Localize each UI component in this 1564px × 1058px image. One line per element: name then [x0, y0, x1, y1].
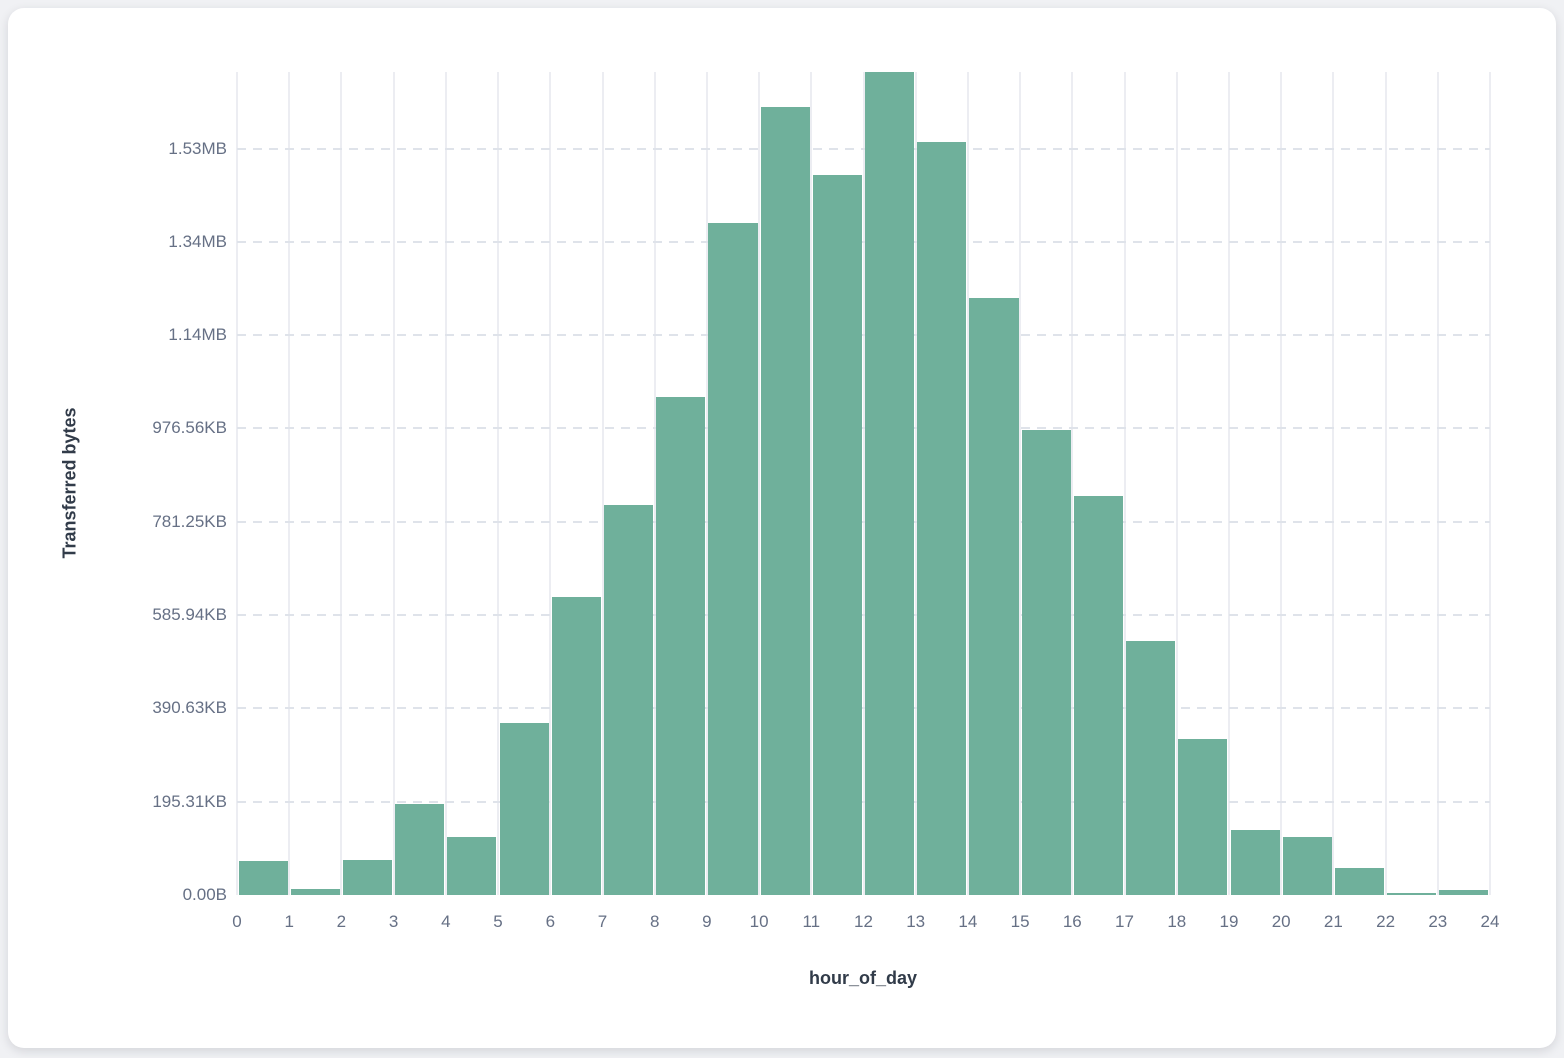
y-tick-label: 390.63KB	[152, 698, 227, 718]
histogram-bar[interactable]	[969, 298, 1019, 895]
histogram-bar[interactable]	[1439, 889, 1489, 895]
x-tick-label: 5	[493, 912, 503, 931]
gridline-vertical	[810, 72, 813, 895]
gridline-vertical	[236, 72, 238, 895]
x-tick-label: 6	[545, 912, 556, 931]
histogram-bar[interactable]	[865, 72, 915, 895]
x-tick-label: 2	[336, 912, 347, 931]
y-tick-label: 1.53MB	[168, 138, 227, 158]
x-tick-label: 0	[232, 912, 242, 931]
histogram-bar[interactable]	[917, 142, 967, 895]
x-tick-label: 12	[854, 912, 873, 931]
x-axis-title: hour_of_day	[808, 968, 918, 988]
gridline-horizontal	[237, 334, 1490, 337]
histogram-bar[interactable]	[395, 804, 445, 895]
x-tick-label: 3	[388, 912, 399, 931]
histogram-bar[interactable]	[238, 861, 288, 895]
x-tick-label: 11	[802, 912, 821, 931]
histogram-bar[interactable]	[656, 396, 706, 895]
histogram-bar[interactable]	[604, 505, 654, 895]
gridline-vertical	[966, 72, 969, 895]
gridline-vertical	[1228, 72, 1230, 895]
x-tick-label: 18	[1167, 912, 1187, 931]
histogram-bar[interactable]	[290, 889, 340, 895]
gridline-horizontal	[237, 427, 1490, 430]
gridline-vertical	[1071, 72, 1074, 895]
gridline-vertical	[705, 72, 708, 895]
histogram-bar[interactable]	[1021, 430, 1071, 895]
x-tick-label: 19	[1219, 912, 1239, 931]
y-tick-label: 976.56KB	[152, 418, 227, 438]
x-tick-label: 4	[441, 912, 451, 931]
gridline-vertical	[1019, 72, 1022, 895]
histogram-bar[interactable]	[812, 175, 862, 895]
histogram-bar[interactable]	[1282, 837, 1332, 895]
gridline-vertical	[862, 72, 865, 895]
x-tick-label: 24	[1480, 912, 1500, 931]
gridline-horizontal	[237, 800, 1490, 803]
gridline-vertical	[758, 72, 761, 895]
gridline-vertical	[1123, 72, 1126, 895]
histogram-bar[interactable]	[1073, 496, 1123, 895]
gridline-horizontal	[237, 614, 1490, 617]
x-tick-label: 8	[649, 912, 660, 931]
y-tick-label: 585.94KB	[152, 605, 227, 625]
gridline-horizontal	[237, 240, 1490, 243]
x-tick-label: 9	[702, 912, 712, 931]
y-tick-label: 195.31KB	[152, 791, 227, 811]
gridline-vertical	[1384, 72, 1387, 895]
x-tick-label: 14	[958, 912, 978, 931]
x-tick-label: 15	[1010, 912, 1030, 931]
histogram-bar[interactable]	[342, 860, 393, 895]
gridline-vertical	[653, 72, 656, 895]
plot-area	[236, 72, 1491, 895]
x-tick-label: 13	[906, 912, 926, 931]
histogram-bar[interactable]	[1126, 640, 1176, 895]
histogram-bar[interactable]	[551, 597, 601, 895]
gridline-vertical	[1489, 72, 1491, 895]
gridline-vertical	[914, 72, 917, 895]
y-tick-label: 0.00B	[182, 885, 227, 904]
y-tick-label: 1.34MB	[168, 231, 227, 251]
gridline-vertical	[392, 72, 395, 895]
x-tick-label: 17	[1115, 912, 1134, 931]
gridline-vertical	[549, 72, 552, 895]
histogram-bar[interactable]	[708, 222, 758, 895]
gridline-vertical	[1175, 72, 1178, 895]
histogram-bar[interactable]	[1178, 739, 1228, 895]
gridline-vertical	[1280, 72, 1283, 895]
gridline-horizontal	[237, 707, 1490, 710]
x-tick-label: 20	[1271, 912, 1291, 931]
x-tick-label: 16	[1062, 912, 1082, 931]
x-tick-label: 22	[1376, 912, 1396, 931]
x-tick-label: 10	[749, 912, 769, 931]
histogram-bar[interactable]	[760, 107, 810, 895]
histogram-bar[interactable]	[447, 837, 497, 895]
gridline-vertical	[1332, 72, 1335, 895]
gridline-vertical	[497, 72, 499, 895]
gridline-horizontal	[237, 520, 1490, 523]
histogram-bar[interactable]	[1334, 868, 1385, 895]
y-axis-title: Transferred bytes	[59, 407, 80, 559]
gridline-vertical	[340, 72, 343, 895]
chart-card: 0.00B 195.31KB 390.63KB 585.94KB 781.25KB 976…	[8, 8, 1556, 1048]
y-tick-label: 1.14MB	[168, 325, 227, 345]
gridline-vertical	[288, 72, 291, 895]
gridline-horizontal	[237, 147, 1490, 150]
x-tick-label: 21	[1323, 912, 1343, 931]
x-tick-label: 7	[597, 912, 608, 931]
histogram-bar[interactable]	[499, 723, 549, 895]
gridline-vertical	[601, 72, 604, 895]
gridline-vertical	[1436, 72, 1439, 895]
y-tick-label: 781.25KB	[152, 511, 227, 531]
histogram-bar[interactable]	[1230, 830, 1280, 895]
x-tick-label: 23	[1428, 912, 1448, 931]
histogram-bar[interactable]	[1387, 893, 1437, 895]
x-tick-label: 1	[284, 912, 294, 931]
gridline-vertical	[444, 72, 447, 895]
